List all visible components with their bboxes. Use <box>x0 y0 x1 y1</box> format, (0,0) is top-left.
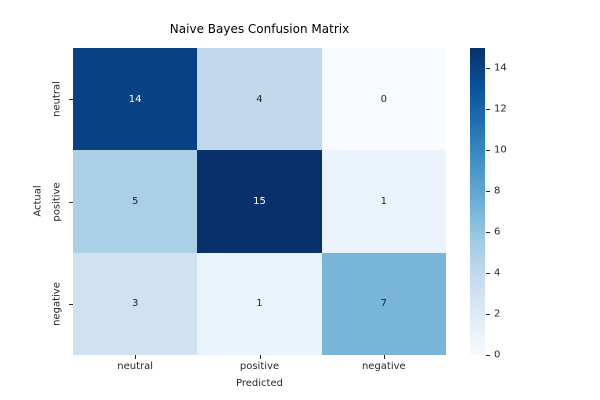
heatmap-cell: 1 <box>197 252 322 355</box>
cell-value: 7 <box>380 298 388 310</box>
colorbar-tick-mark <box>486 68 490 70</box>
colorbar-tick-label: 2 <box>494 308 501 320</box>
heatmap-cell: 14 <box>73 48 198 151</box>
colorbar-tick-mark <box>486 109 490 111</box>
heatmap-cell: 0 <box>321 48 446 151</box>
cell-value: 3 <box>131 298 139 310</box>
colorbar-tick-label: 4 <box>494 267 501 279</box>
colorbar <box>470 48 485 355</box>
colorbar-tick-mark <box>486 232 490 234</box>
colorbar-tick-mark <box>486 355 490 356</box>
heatmap-cell: 4 <box>197 48 322 151</box>
colorbar-tick-mark <box>486 191 490 193</box>
x-tick-label: negative <box>361 361 406 372</box>
colorbar-tick-label: 10 <box>494 144 507 156</box>
y-axis-label: Actual <box>32 185 44 217</box>
colorbar-tick-mark <box>486 314 490 316</box>
heatmap-cell: 7 <box>321 252 446 355</box>
heatmap-cell: 15 <box>197 150 322 253</box>
y-tick-mark <box>69 303 73 305</box>
cell-value: 4 <box>256 93 263 105</box>
colorbar-tick-label: 14 <box>494 62 507 74</box>
heatmap-cell: 3 <box>73 252 198 355</box>
x-axis-label: Predicted <box>236 378 283 389</box>
colorbar-tick-mark <box>486 150 490 152</box>
colorbar-tick-label: 0 <box>494 349 501 361</box>
y-tick-label: neutral <box>51 81 63 118</box>
y-tick-mark <box>69 201 73 203</box>
y-tick-mark <box>69 99 73 101</box>
colorbar-tick-label: 8 <box>494 185 501 197</box>
y-tick-label: negative <box>51 281 63 326</box>
heatmap-grid: 14 4 0 5 15 1 3 1 7 <box>73 48 446 355</box>
x-tick-mark <box>135 355 137 359</box>
x-tick-mark <box>259 355 261 359</box>
y-tick-label: positive <box>51 181 63 222</box>
heatmap-cell: 1 <box>321 150 446 253</box>
cell-value: 14 <box>128 93 142 105</box>
cell-value: 1 <box>256 298 263 310</box>
cell-value: 1 <box>380 195 388 207</box>
colorbar-tick-mark <box>486 273 490 275</box>
x-tick-label: positive <box>239 361 280 372</box>
colorbar-tick-label: 12 <box>494 103 507 115</box>
chart-title: Naive Bayes Confusion Matrix <box>169 22 350 36</box>
colorbar-tick-label: 6 <box>494 226 501 238</box>
cell-value: 15 <box>253 195 266 207</box>
cell-value: 5 <box>131 195 139 207</box>
heatmap-cell: 5 <box>73 150 198 253</box>
cell-value: 0 <box>380 93 388 105</box>
x-tick-mark <box>383 355 385 359</box>
x-tick-label: neutral <box>117 361 154 372</box>
